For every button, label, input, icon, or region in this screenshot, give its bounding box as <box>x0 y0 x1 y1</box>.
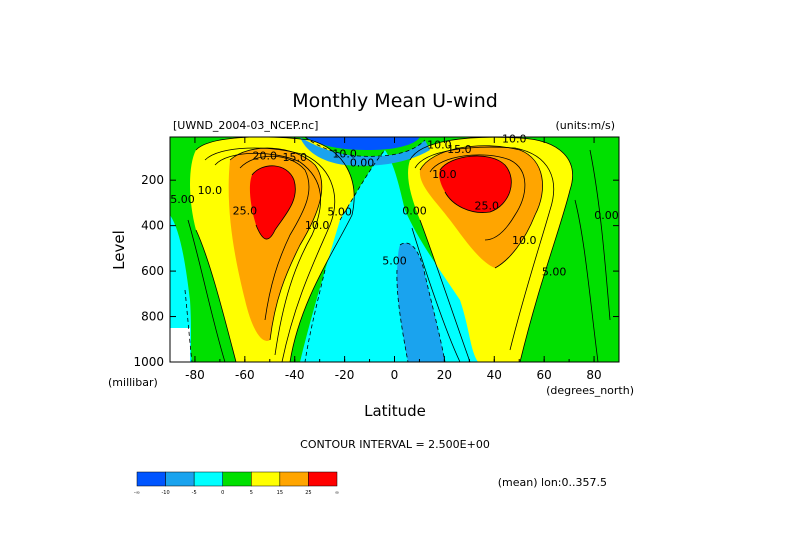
contour-label: 15.0 <box>282 151 307 164</box>
x-tick-label: -40 <box>285 368 305 382</box>
colorbar-swatch <box>308 471 338 487</box>
chart-title: Monthly Mean U-wind <box>292 90 498 112</box>
colorbar-swatch <box>222 471 252 487</box>
contour-label: 5.00 <box>542 266 567 279</box>
contour-interval: CONTOUR INTERVAL = 2.500E+00 <box>300 438 490 451</box>
x-tick-label: -20 <box>335 368 355 382</box>
plot-area: 20.0 15.010.05.0025.010.05.0010.00.000.00… <box>169 133 620 363</box>
x-tick-label: 20 <box>437 368 452 382</box>
contour-label: 20.0 <box>253 150 278 163</box>
contour-label: 10.0 <box>305 219 330 232</box>
x-tick-label: -80 <box>185 368 205 382</box>
contour-lines <box>187 137 611 362</box>
colorbar-label: 5 <box>250 490 253 496</box>
contour-label: 10.0 <box>198 184 223 197</box>
contour-label: 10.0 <box>427 138 452 151</box>
x-tick-label: -60 <box>235 368 255 382</box>
y-axis: 200 400 600 800 1000 <box>133 173 619 369</box>
contour-label: 5.00 <box>382 254 407 267</box>
y-tick-label: 600 <box>141 264 164 278</box>
colorbar-swatch <box>136 471 166 487</box>
field-tropical-blue <box>396 243 445 362</box>
contour-label: 25.0 <box>233 204 258 217</box>
colorbar-label: ∞ <box>335 490 339 496</box>
field-south-red <box>249 165 296 240</box>
colorbar-swatch <box>251 471 281 487</box>
dataset-label: [UWND_2004-03_NCEP.nc] <box>173 119 318 132</box>
y-tick-label: 800 <box>141 310 164 324</box>
colorbar-label: 25 <box>305 490 311 496</box>
x-axis-title: Latitude <box>364 402 426 420</box>
y-tick-label: 400 <box>141 219 164 233</box>
contour-label: 25.0 <box>475 200 500 213</box>
x-unit-label: (degrees_north) <box>546 384 634 397</box>
colorbar-label: 0 <box>221 490 224 496</box>
field-stratosphere-cyan <box>300 137 430 166</box>
y-tick-label: 200 <box>141 173 164 187</box>
field-north-red <box>439 155 512 213</box>
x-tick-label: 80 <box>586 368 601 382</box>
colorbar-label: -5 <box>192 490 197 496</box>
contour-label: 0.00 <box>594 209 619 222</box>
colorbar-swatch <box>165 471 195 487</box>
x-tick-label: 0 <box>391 368 399 382</box>
contour-label: 0.00 <box>402 204 427 217</box>
colorbar: -∞ -10 -5 0 5 15 25 ∞ <box>134 471 339 496</box>
negative-contours <box>184 137 446 362</box>
contour-label: 5.00 <box>170 193 195 206</box>
contour-labels: 20.0 15.010.05.0025.010.05.0010.00.000.00… <box>170 133 619 279</box>
field-polar-cyan <box>170 215 192 362</box>
x-tick-label: 40 <box>487 368 502 382</box>
contour-label: 10.0 <box>432 168 457 181</box>
contour-label: 0.00 <box>350 157 375 170</box>
colorbar-swatch <box>193 471 223 487</box>
colorbar-swatch <box>279 471 309 487</box>
x-tick-label: 60 <box>537 368 552 382</box>
contour-label: 10.0 <box>512 234 537 247</box>
y-unit-label: (millibar) <box>108 376 158 389</box>
contour-label: 5.00 <box>327 205 352 218</box>
colorbar-label: -10 <box>161 490 169 496</box>
colorbar-label: -∞ <box>134 490 140 496</box>
x-axis: -80 -60 -40 -20 0 20 40 60 80 <box>169 137 620 382</box>
contour-label: 10.0 <box>502 133 527 146</box>
contour-label: 15.0 <box>447 143 472 156</box>
y-axis-title: Level <box>110 230 128 270</box>
field-missing <box>170 328 190 362</box>
units-label: (units:m/s) <box>556 119 616 132</box>
colorbar-label: 15 <box>277 490 283 496</box>
field-stratosphere-blue <box>305 137 420 150</box>
contour-label: 10.0 <box>332 147 357 160</box>
footnote: (mean) lon:0..357.5 <box>498 476 607 489</box>
y-tick-label: 1000 <box>133 355 164 369</box>
